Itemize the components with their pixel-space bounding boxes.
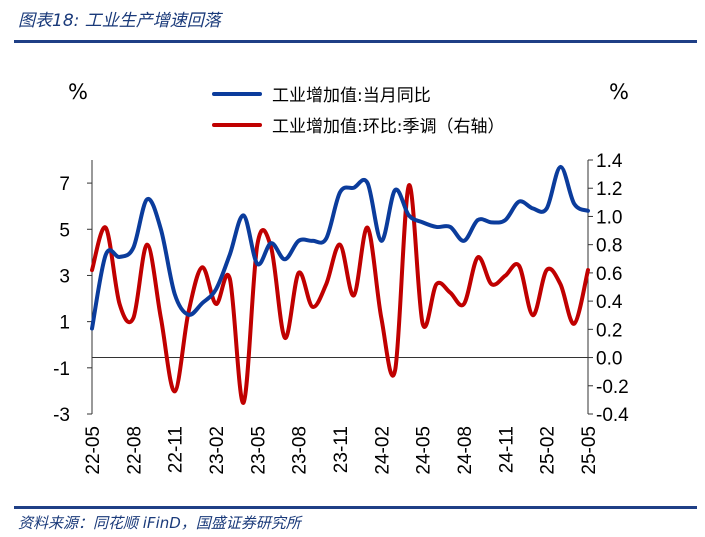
left-tick-label: 1 — [59, 313, 70, 334]
series-line-yoy — [90, 164, 590, 331]
left-tick-label: -1 — [53, 359, 70, 380]
right-axis-unit: % — [609, 80, 629, 104]
x-tick-label: 24-02 — [372, 426, 393, 475]
x-tick-label: 22-08 — [124, 426, 145, 475]
figure-source: 资料来源：同花顺 iFinD，国盛证券研究所 — [18, 514, 301, 532]
right-tick-label: 0.0 — [596, 349, 622, 370]
x-tick-label: 23-08 — [290, 426, 311, 475]
right-tick-label: 1.4 — [596, 151, 623, 172]
right-tick-label: 0.2 — [596, 320, 622, 341]
source-rule — [14, 506, 697, 509]
chart-legend: 工业增加值:当月同比 工业增加值:环比:季调（右轴） — [212, 78, 504, 140]
x-tick-label: 25-05 — [579, 426, 600, 475]
legend-swatch-yoy — [212, 91, 262, 96]
left-axis-unit: % — [68, 80, 88, 104]
legend-label-mom: 工业增加值:环比:季调（右轴） — [272, 117, 505, 137]
legend-item-yoy: 工业增加值:当月同比 — [212, 78, 504, 109]
right-tick-label: -0.4 — [596, 405, 629, 426]
left-tick-label: -3 — [53, 405, 70, 426]
x-tick-label: 22-05 — [83, 426, 104, 475]
figure-title: 图表18: 工业生产增速回落 — [18, 11, 221, 31]
x-tick-label: 23-05 — [248, 426, 269, 475]
x-tick-label: 25-02 — [538, 426, 559, 475]
x-tick-label: 23-02 — [207, 426, 228, 475]
right-tick-label: 0.6 — [596, 264, 622, 285]
x-tick-label: 22-11 — [166, 426, 187, 473]
x-tick-label: 24-08 — [455, 426, 476, 475]
legend-item-mom: 工业增加值:环比:季调（右轴） — [212, 109, 504, 140]
legend-label-yoy: 工业增加值:当月同比 — [272, 86, 431, 106]
left-tick-label: 3 — [59, 266, 70, 287]
x-tick-label: 24-11 — [496, 426, 517, 473]
left-tick-label: 5 — [59, 220, 70, 241]
right-tick-label: 1.0 — [596, 207, 622, 228]
title-rule — [14, 40, 697, 43]
right-tick-label: 1.2 — [596, 179, 622, 200]
right-tick-label: -0.2 — [596, 377, 629, 398]
legend-swatch-mom — [212, 122, 262, 127]
right-tick-label: 0.8 — [596, 236, 622, 257]
right-tick-label: 0.4 — [596, 292, 623, 313]
left-tick-label: 7 — [59, 174, 70, 195]
x-tick-label: 24-05 — [414, 426, 435, 475]
x-tick-label: 23-11 — [331, 426, 352, 473]
series-line-mom — [90, 183, 590, 405]
